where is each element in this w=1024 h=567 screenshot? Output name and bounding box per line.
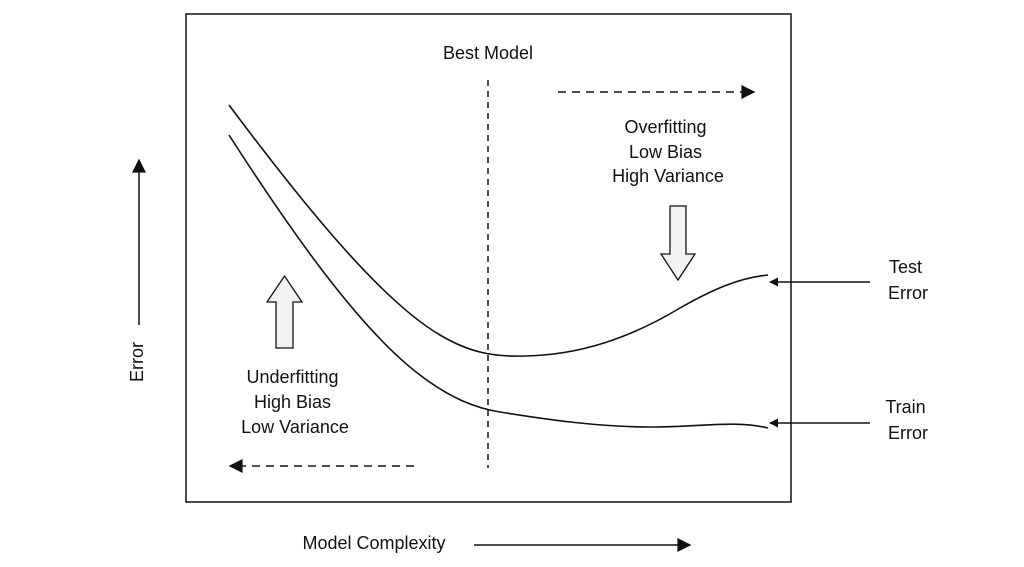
- train-error-label: Train Error: [885, 397, 930, 443]
- test-error-label: Test Error: [888, 257, 928, 303]
- x-axis-label: Model Complexity: [302, 533, 445, 553]
- test-error-curve: [228, 104, 769, 357]
- overfitting-label: Overfitting Low Bias High Variance: [612, 117, 724, 186]
- down-block-arrow: [659, 205, 697, 282]
- up-block-arrow: [265, 274, 304, 349]
- best-model-label: Best Model: [443, 43, 533, 63]
- train-error-curve: [228, 134, 769, 429]
- y-axis-label: Error: [127, 342, 147, 382]
- underfitting-label: Underfitting High Bias Low Variance: [241, 367, 349, 437]
- plot-frame: [185, 13, 792, 503]
